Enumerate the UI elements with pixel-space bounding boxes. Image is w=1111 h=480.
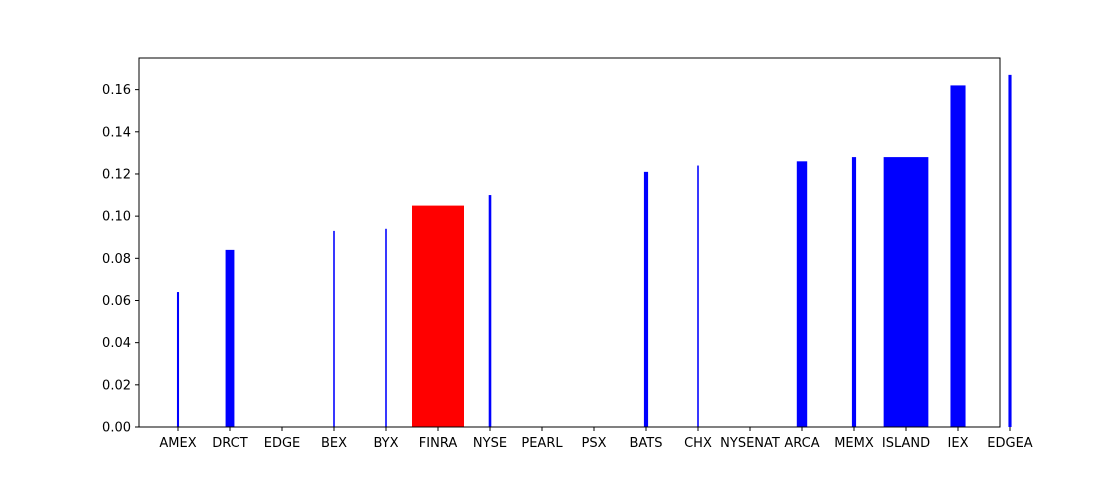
bar-nyse — [488, 195, 492, 427]
bar-bats — [643, 171, 649, 427]
y-tick-label: 0.10 — [102, 210, 131, 225]
x-tick-label-chx: CHX — [684, 436, 712, 451]
bar-finra — [412, 205, 464, 427]
x-tick-label-nysenat: NYSENAT — [720, 436, 780, 451]
bar-drct — [225, 249, 235, 427]
x-tick-label-iex: IEX — [948, 436, 969, 451]
y-tick-label: 0.02 — [102, 378, 131, 393]
x-tick-label-amex: AMEX — [159, 436, 196, 451]
x-axis: AMEX DRCT EDGE BEX BYX FINRA NYSE PEARL PSX BATS C… — [159, 427, 1033, 451]
bar-group — [176, 74, 1012, 428]
y-tick-label: 0.12 — [102, 167, 131, 182]
y-tick-label: 0.08 — [102, 252, 131, 267]
plot-frame — [138, 57, 1001, 428]
x-tick-label-memx: MEMX — [834, 436, 874, 451]
x-tick-label-arca: ARCA — [784, 436, 819, 451]
y-tick-label: 0.14 — [102, 125, 131, 140]
x-tick-label-drct: DRCT — [212, 436, 247, 451]
y-tick-label: 0.06 — [102, 294, 131, 309]
y-axis: 0.00 0.02 0.04 0.06 0.08 0.10 0.12 0.14 0.16 — [102, 83, 139, 436]
x-tick-label-island: ISLAND — [882, 436, 930, 451]
bar-island — [883, 157, 929, 427]
x-tick-label-pearl: PEARL — [521, 436, 563, 451]
x-tick-label-bats: BATS — [630, 436, 663, 451]
bar-bex — [333, 230, 335, 427]
x-tick-label-nyse: NYSE — [473, 436, 507, 451]
x-tick-label-finra: FINRA — [419, 436, 458, 451]
y-tick-label: 0.04 — [102, 336, 131, 351]
bar-byx — [385, 228, 387, 427]
bar-memx — [851, 157, 857, 427]
bar-iex — [950, 85, 966, 427]
bar-chx — [697, 165, 699, 428]
x-tick-label-bex: BEX — [321, 436, 347, 451]
plot-area — [139, 58, 1000, 427]
bar-amex — [176, 292, 180, 427]
bar-edgea — [1008, 74, 1012, 428]
bar-arca — [796, 161, 808, 427]
x-tick-label-byx: BYX — [373, 436, 398, 451]
y-tick-label: 0.16 — [102, 83, 131, 98]
x-tick-label-edge: EDGE — [264, 436, 301, 451]
y-tick-label: 0.00 — [102, 421, 131, 436]
x-tick-label-psx: PSX — [582, 436, 607, 451]
x-tick-label-edgea: EDGEA — [987, 436, 1033, 451]
